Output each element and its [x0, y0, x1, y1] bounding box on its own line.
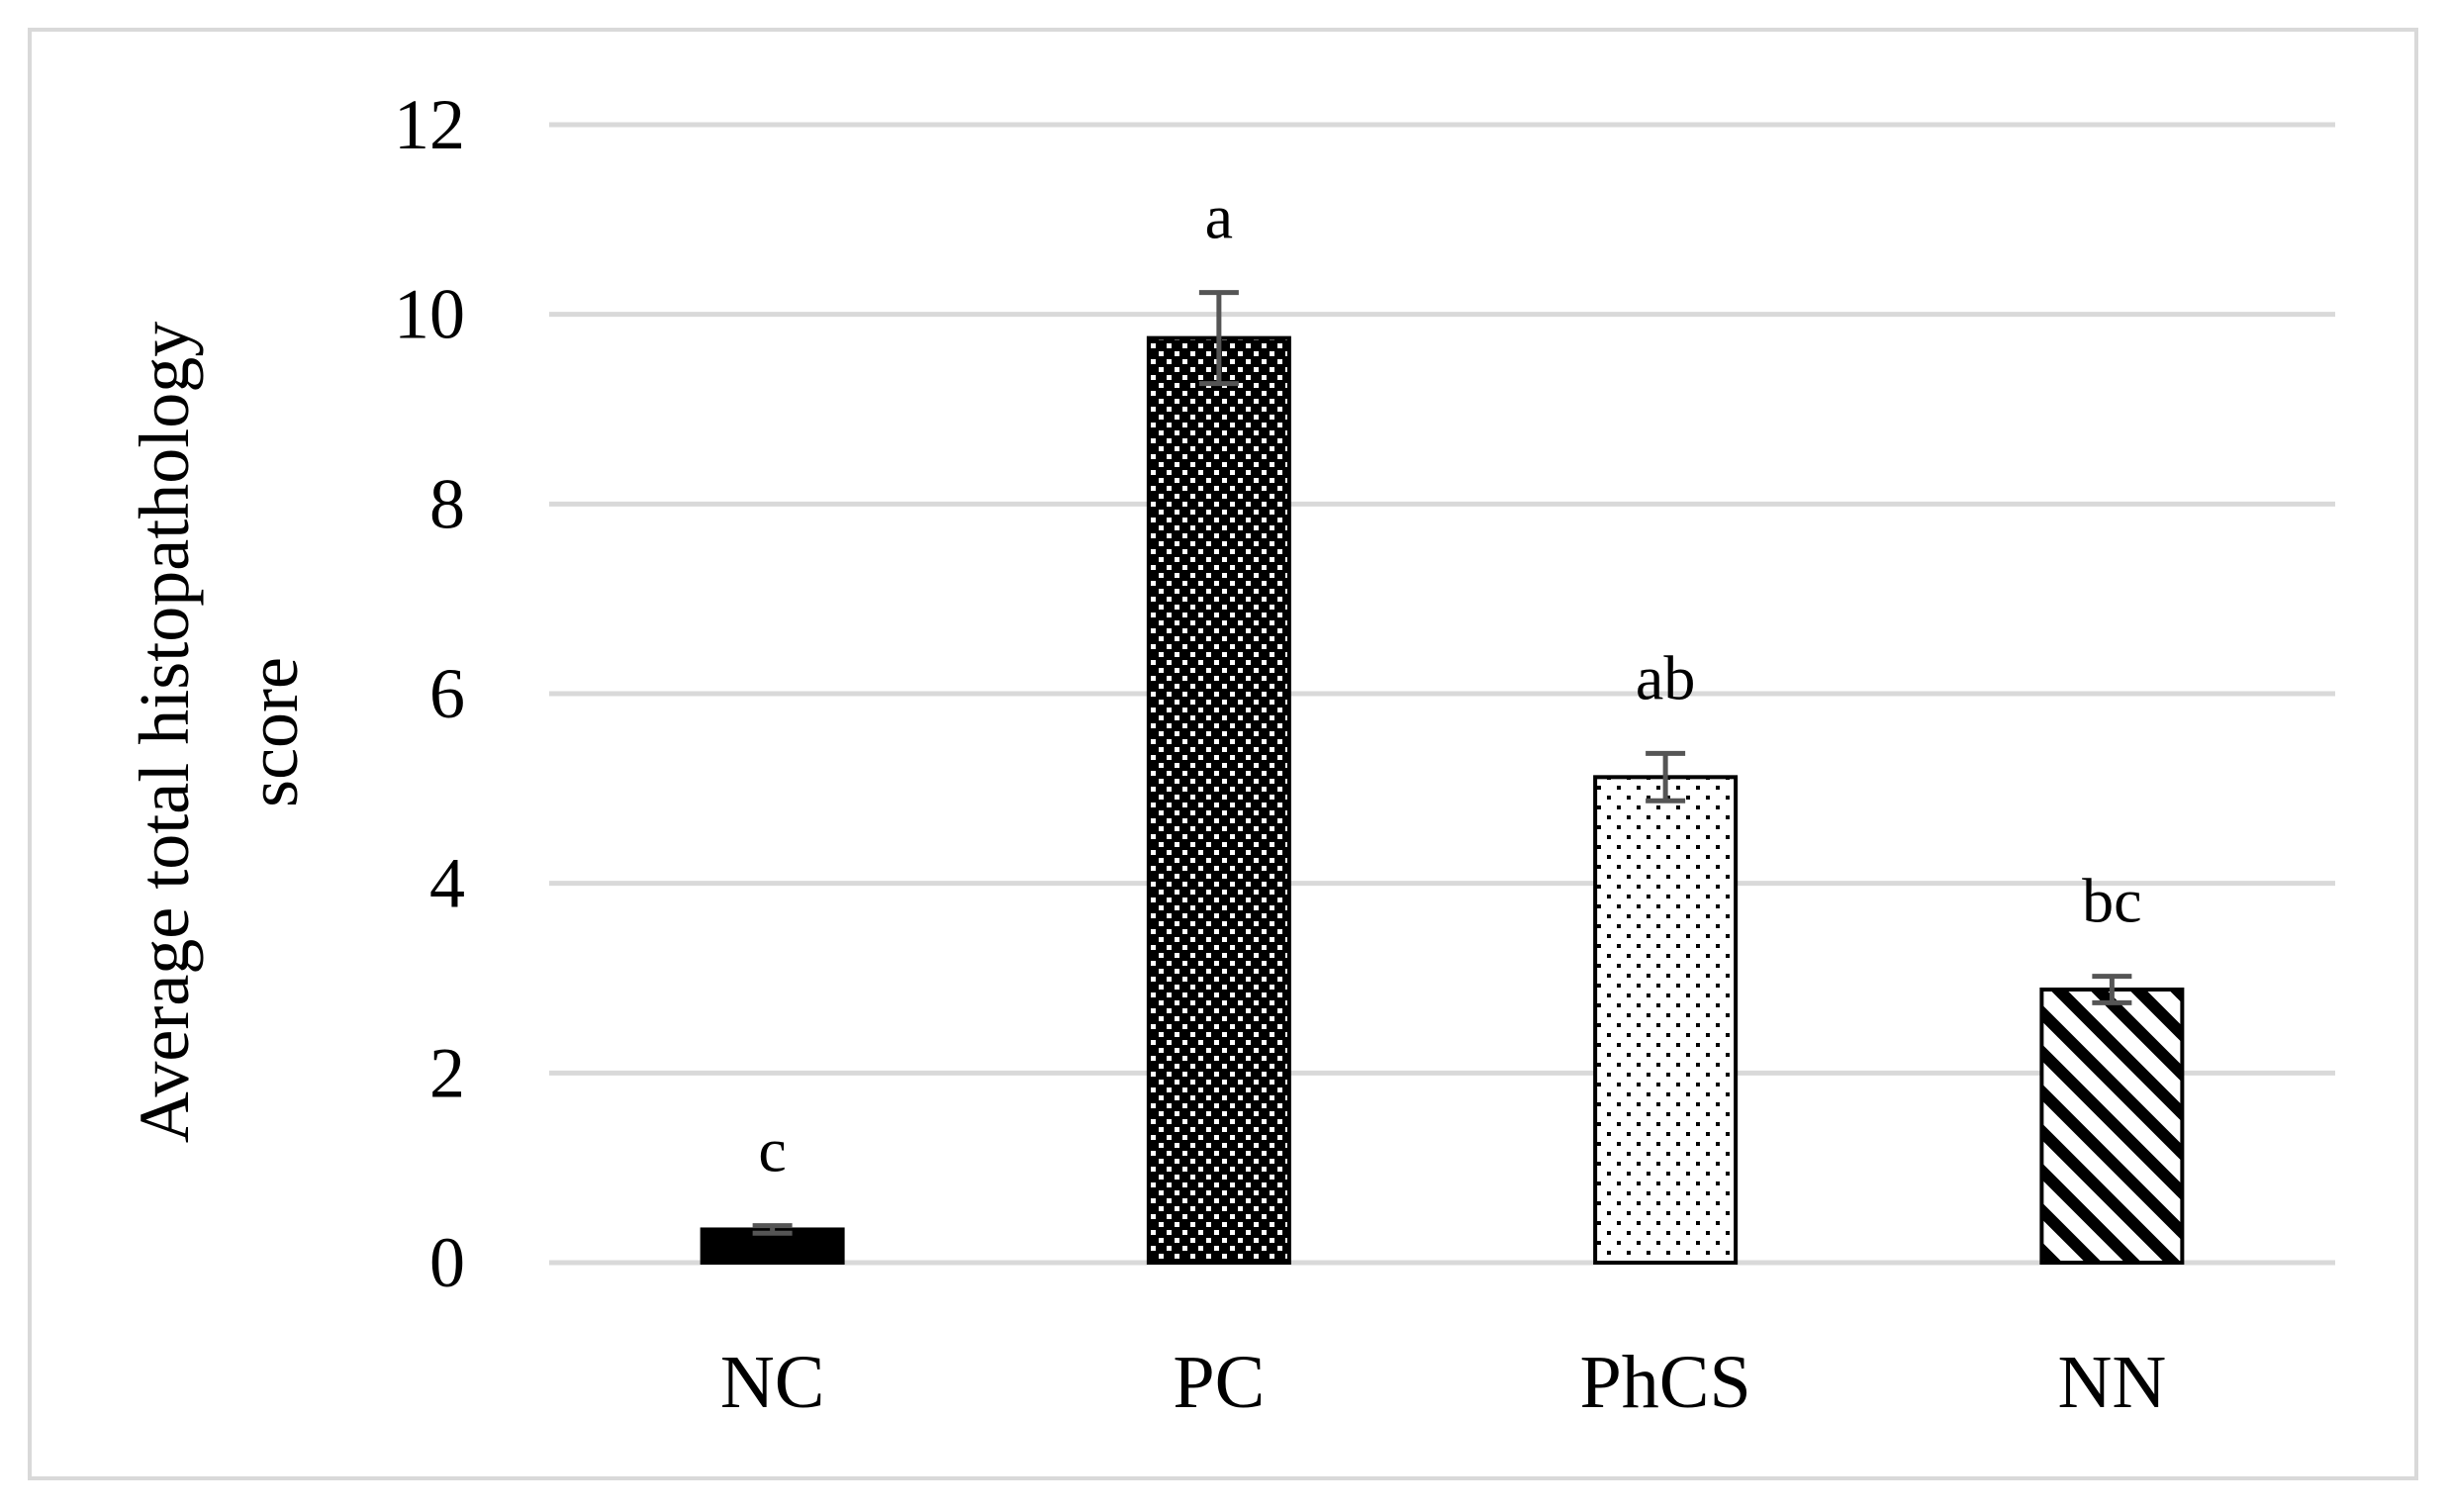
- error-bar-nc: [752, 1223, 793, 1236]
- significance-label-nn: bc: [2082, 866, 2141, 936]
- error-bar-phcs: [1646, 750, 1686, 803]
- y-tick-label: 4: [429, 844, 465, 923]
- bar-phcs: [1593, 775, 1739, 1265]
- bar-pc: [1146, 335, 1291, 1265]
- bars: [700, 335, 2185, 1266]
- significance-label-nc: c: [758, 1115, 786, 1185]
- category-label-nn: NN: [2057, 1341, 2166, 1424]
- error-bars: [752, 290, 2132, 1236]
- error-bar-pc: [1198, 290, 1239, 387]
- category-label-pc: PC: [1173, 1341, 1265, 1424]
- significance-label-pc: a: [1205, 182, 1233, 252]
- y-tick-label: 8: [429, 464, 465, 543]
- y-axis-label-line1: Average total histopathology: [125, 322, 204, 1143]
- y-tick-labels: 0 2 4 6 8 10 12: [394, 85, 465, 1302]
- bar-nn: [2039, 988, 2185, 1265]
- gridlines: [549, 122, 2335, 1266]
- category-labels: NC PC PhCS NN: [720, 1341, 2166, 1424]
- category-label-nc: NC: [720, 1341, 825, 1424]
- y-axis-label-line2: score: [234, 657, 313, 807]
- y-tick-label: 12: [394, 85, 465, 164]
- y-tick-label: 0: [429, 1223, 465, 1302]
- y-tick-label: 6: [429, 654, 465, 733]
- significance-labels: c a ab bc: [758, 182, 2141, 1185]
- y-tick-label: 10: [394, 275, 465, 354]
- significance-label-phcs: ab: [1636, 642, 1695, 712]
- error-bar-nn: [2092, 974, 2132, 1005]
- category-label-phcs: PhCS: [1580, 1341, 1751, 1424]
- y-tick-label: 2: [429, 1033, 465, 1112]
